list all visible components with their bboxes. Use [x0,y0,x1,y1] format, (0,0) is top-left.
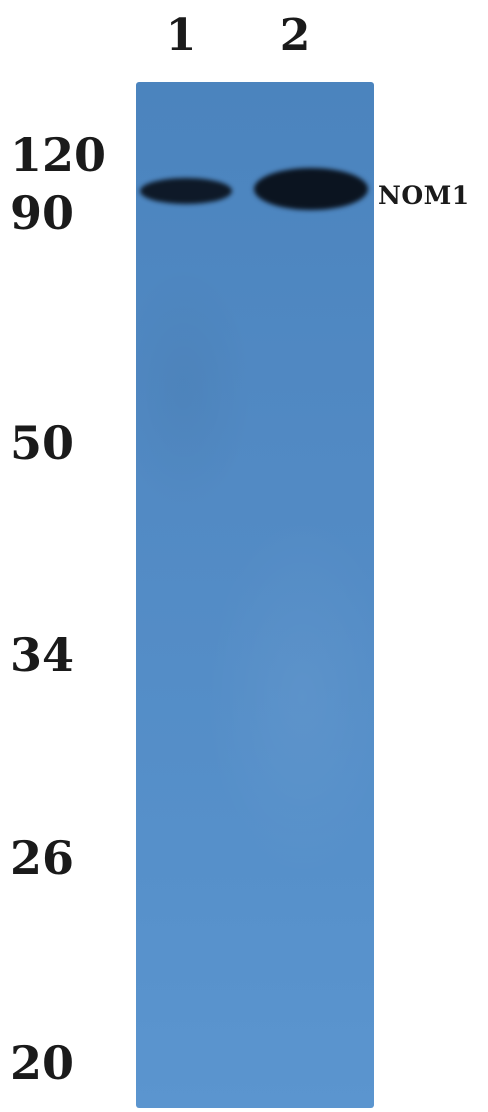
mw-marker-90: 90 [10,186,75,240]
band-lane-1 [140,178,232,204]
membrane-texture [136,82,374,1108]
mw-marker-120: 120 [10,128,107,182]
mw-marker-34: 34 [10,628,75,682]
mw-marker-50: 50 [10,416,75,470]
lane-label-2: 2 [279,10,311,61]
band-lane-2 [254,168,368,210]
blot-membrane [136,82,374,1108]
band-label: NOM1 [378,181,470,210]
mw-marker-26: 26 [10,831,75,885]
mw-marker-20: 20 [10,1036,75,1090]
lane-label-1: 1 [165,10,197,61]
